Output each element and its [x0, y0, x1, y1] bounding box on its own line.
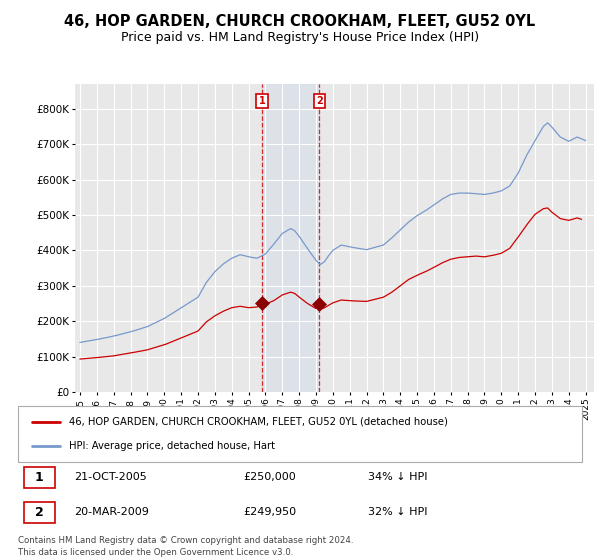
Text: HPI: Average price, detached house, Hart: HPI: Average price, detached house, Hart	[69, 441, 275, 451]
Text: 2: 2	[35, 506, 44, 519]
Text: 1: 1	[35, 471, 44, 484]
Text: £250,000: £250,000	[244, 473, 296, 482]
Text: 1: 1	[259, 96, 265, 106]
Text: 21-OCT-2005: 21-OCT-2005	[74, 473, 147, 482]
Text: 20-MAR-2009: 20-MAR-2009	[74, 507, 149, 517]
Bar	[262, 84, 319, 392]
Text: 34% ↓ HPI: 34% ↓ HPI	[368, 473, 427, 482]
Text: 46, HOP GARDEN, CHURCH CROOKHAM, FLEET, GU52 0YL (detached house): 46, HOP GARDEN, CHURCH CROOKHAM, FLEET, …	[69, 417, 448, 427]
FancyBboxPatch shape	[23, 467, 55, 488]
Text: 46, HOP GARDEN, CHURCH CROOKHAM, FLEET, GU52 0YL: 46, HOP GARDEN, CHURCH CROOKHAM, FLEET, …	[64, 14, 536, 29]
Text: Price paid vs. HM Land Registry's House Price Index (HPI): Price paid vs. HM Land Registry's House …	[121, 31, 479, 44]
Text: 2: 2	[316, 96, 323, 106]
FancyBboxPatch shape	[23, 502, 55, 523]
FancyBboxPatch shape	[18, 406, 582, 462]
Text: £249,950: £249,950	[244, 507, 297, 517]
Text: 32% ↓ HPI: 32% ↓ HPI	[368, 507, 427, 517]
Text: Contains HM Land Registry data © Crown copyright and database right 2024.
This d: Contains HM Land Registry data © Crown c…	[18, 536, 353, 557]
